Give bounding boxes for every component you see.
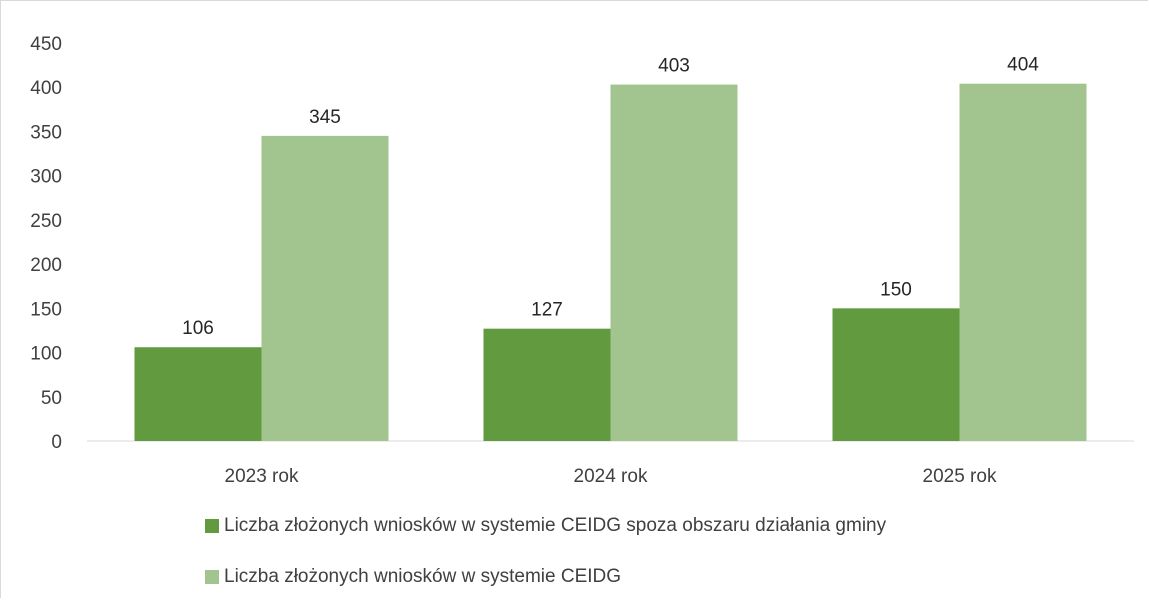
data-label-series-2: 403	[658, 56, 690, 77]
bars	[134, 83, 1087, 442]
data-labels: 106 345 127 403 150 404	[182, 55, 1039, 340]
bar-series-1	[832, 308, 960, 441]
chart-frame	[0, 0, 1148, 598]
legend-item-series-1: Liczba złożonych wniosków w systemie CEI…	[205, 514, 886, 538]
x-tick-label: 2023 rok	[225, 466, 299, 487]
x-tick-label: 2024 rok	[574, 466, 648, 487]
legend-item-series-2: Liczba złożonych wniosków w systemie CEI…	[205, 565, 886, 589]
y-tick-label: 100	[30, 344, 62, 365]
data-label-series-1: 106	[182, 318, 214, 339]
legend-label-series-1: Liczba złożonych wniosków w systemie CEI…	[224, 515, 887, 536]
x-axis-ticks: 2023 rok 2024 rok 2025 rok	[225, 466, 997, 487]
data-label-series-2: 345	[309, 107, 341, 128]
y-tick-label: 350	[30, 122, 62, 143]
y-tick-label: 450	[30, 34, 62, 55]
data-label-series-1: 127	[531, 300, 563, 321]
data-label-series-2: 404	[1007, 55, 1039, 76]
bar-series-1	[483, 328, 611, 441]
data-label-series-1: 150	[880, 279, 912, 300]
legend: Liczba złożonych wniosków w systemie CEI…	[205, 514, 886, 616]
bar-series-1	[134, 347, 262, 441]
y-tick-label: 0	[51, 432, 62, 453]
y-tick-label: 250	[30, 211, 62, 232]
bar-series-2	[959, 83, 1087, 441]
legend-label-series-2: Liczba złożonych wniosków w systemie CEI…	[224, 566, 622, 587]
y-tick-label: 300	[30, 167, 62, 188]
y-tick-label: 400	[30, 78, 62, 99]
y-tick-label: 50	[41, 388, 62, 409]
bar-series-2	[610, 84, 738, 442]
legend-swatch-series-1	[205, 519, 219, 533]
bar-chart: 0 50 100 150 200 250 300 350 400 450 2023 rok 2024…	[30, 34, 1134, 487]
y-axis-ticks: 0 50 100 150 200 250 300 350 400 450	[30, 34, 62, 453]
y-tick-label: 150	[30, 299, 62, 320]
x-tick-label: 2025 rok	[923, 466, 997, 487]
legend-swatch-series-2	[205, 570, 219, 584]
y-tick-label: 200	[30, 255, 62, 276]
bar-series-2	[261, 135, 389, 441]
